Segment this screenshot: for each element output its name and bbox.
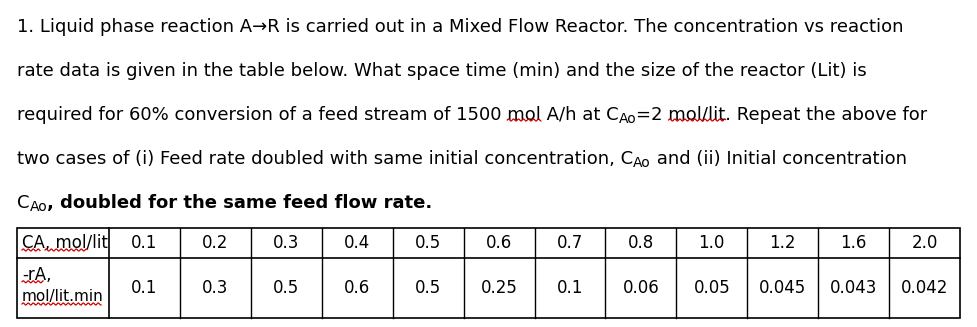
- Text: 0.1: 0.1: [131, 234, 157, 252]
- Text: 1. Liquid phase reaction A→R is carried out in a Mixed Flow Reactor. The concent: 1. Liquid phase reaction A→R is carried …: [17, 18, 904, 36]
- Text: 1.2: 1.2: [770, 234, 796, 252]
- Text: , doubled for the same feed flow rate.: , doubled for the same feed flow rate.: [47, 194, 433, 212]
- Text: =2 mol/lit. Repeat the above for: =2 mol/lit. Repeat the above for: [636, 106, 927, 124]
- Text: Ao: Ao: [633, 156, 651, 170]
- Text: 0.7: 0.7: [557, 234, 583, 252]
- Text: 0.043: 0.043: [829, 279, 877, 297]
- Text: 0.3: 0.3: [202, 279, 229, 297]
- Text: rate data is given in the table below. What space time (min) and the size of the: rate data is given in the table below. W…: [17, 62, 867, 80]
- Text: 0.6: 0.6: [486, 234, 512, 252]
- Bar: [17, 228, 960, 318]
- Text: 0.5: 0.5: [274, 279, 299, 297]
- Text: two cases of (i) Feed rate doubled with same initial concentration, C: two cases of (i) Feed rate doubled with …: [17, 150, 633, 168]
- Text: 2.0: 2.0: [912, 234, 938, 252]
- Text: -rA,: -rA,: [22, 266, 52, 284]
- Text: 0.6: 0.6: [344, 279, 370, 297]
- Text: 0.8: 0.8: [628, 234, 654, 252]
- Text: CA, mol/lit: CA, mol/lit: [22, 234, 107, 252]
- Text: 0.4: 0.4: [344, 234, 370, 252]
- Text: 0.06: 0.06: [622, 279, 659, 297]
- Text: 0.25: 0.25: [481, 279, 518, 297]
- Text: 0.5: 0.5: [415, 234, 442, 252]
- Text: 0.042: 0.042: [901, 279, 949, 297]
- Text: 0.3: 0.3: [274, 234, 300, 252]
- Text: Ao: Ao: [618, 112, 636, 126]
- Text: required for 60% conversion of a feed stream of 1500 mol A/h at C: required for 60% conversion of a feed st…: [17, 106, 618, 124]
- Text: 0.5: 0.5: [415, 279, 442, 297]
- Text: 0.045: 0.045: [759, 279, 806, 297]
- Text: mol/lit.min: mol/lit.min: [22, 289, 104, 304]
- Text: Ao: Ao: [29, 200, 47, 214]
- Text: 0.2: 0.2: [202, 234, 229, 252]
- Text: 1.6: 1.6: [840, 234, 867, 252]
- Text: 0.1: 0.1: [131, 279, 157, 297]
- Text: C: C: [17, 194, 29, 212]
- Text: 0.1: 0.1: [557, 279, 583, 297]
- Text: 0.05: 0.05: [694, 279, 730, 297]
- Text: and (ii) Initial concentration: and (ii) Initial concentration: [651, 150, 907, 168]
- Text: 1.0: 1.0: [699, 234, 725, 252]
